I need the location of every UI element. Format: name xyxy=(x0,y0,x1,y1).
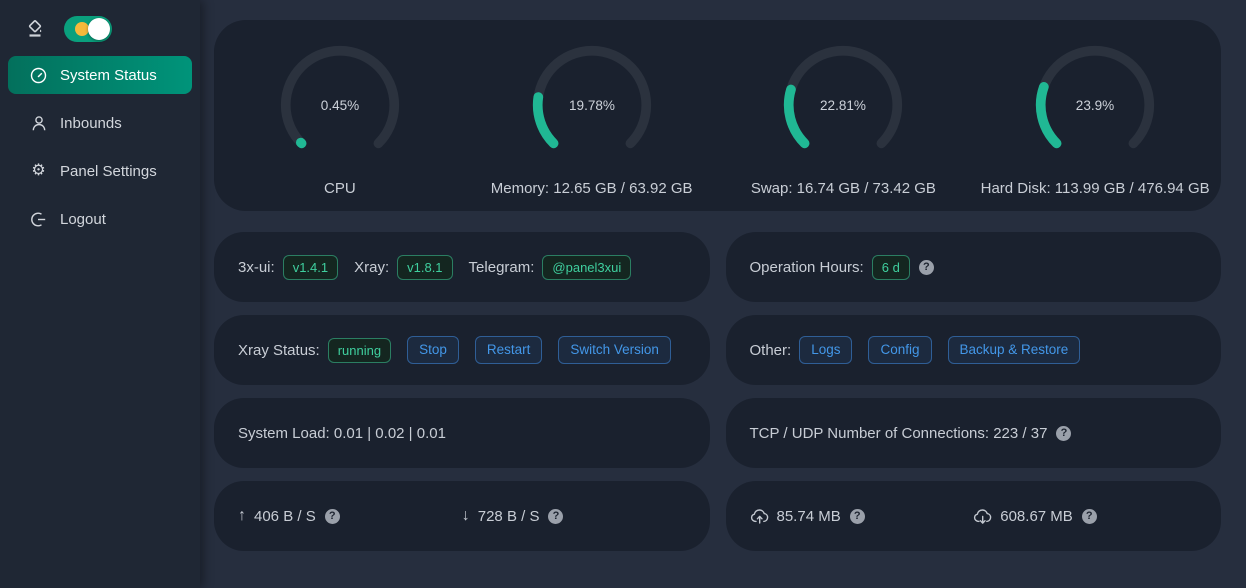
main-content: 0.45% CPU 19.78% Memory: 12.65 GB / 63.9… xyxy=(200,0,1246,588)
upload-speed: ↑ 406 B / S ? xyxy=(238,507,462,525)
help-icon[interactable]: ? xyxy=(548,508,564,524)
system-load-card: System Load: 0.01 | 0.02 | 0.01 xyxy=(214,398,710,468)
gauge-label: Hard Disk: 113.99 GB / 476.94 GB xyxy=(980,180,1210,197)
total-sent: 85.74 MB ? xyxy=(750,508,974,525)
sidebar-item-inbounds[interactable]: Inbounds xyxy=(8,104,192,142)
xray-status-label: Xray Status: xyxy=(238,341,320,359)
network-total-card: 85.74 MB ? 608.67 MB ? xyxy=(725,481,1221,551)
gauge-label: CPU xyxy=(324,180,356,197)
operation-hours-tag: 6 d xyxy=(871,254,910,280)
total-received: 608.67 MB ? xyxy=(973,508,1197,525)
config-button[interactable]: Config xyxy=(868,336,932,364)
versions-card: 3x-ui: v1.4.1 Xray: v1.8.1 Telegram: @pa… xyxy=(214,232,710,302)
gauge-memory: 19.78% Memory: 12.65 GB / 63.92 GB xyxy=(466,42,718,211)
help-icon[interactable]: ? xyxy=(324,508,340,524)
system-gauges-card: 0.45% CPU 19.78% Memory: 12.65 GB / 63.9… xyxy=(214,20,1221,211)
download-speed: ↓ 728 B / S ? xyxy=(462,507,686,525)
sidebar-item-panel-settings[interactable]: ⚙ Panel Settings xyxy=(8,152,192,190)
help-icon[interactable]: ? xyxy=(918,259,934,275)
dark-theme-toggle[interactable] xyxy=(64,16,112,42)
connections-card: TCP / UDP Number of Connections: 223 / 3… xyxy=(725,398,1221,468)
telegram-handle-tag[interactable]: @panel3xui xyxy=(542,254,632,280)
network-speed-card: ↑ 406 B / S ? ↓ 728 B / S ? xyxy=(214,481,710,551)
gauge-percent: 19.78% xyxy=(569,98,615,113)
info-grid: 3x-ui: v1.4.1 Xray: v1.8.1 Telegram: @pa… xyxy=(214,232,1221,551)
xray-status-tag: running xyxy=(327,337,392,363)
total-received-value: 608.67 MB xyxy=(1000,507,1073,525)
download-speed-value: 728 B / S xyxy=(477,507,540,525)
sidebar-item-logout[interactable]: Logout xyxy=(8,200,192,238)
stop-button[interactable]: Stop xyxy=(407,336,459,364)
theme-fill-icon xyxy=(26,20,44,38)
sidebar-nav: System Status Inbounds ⚙ Panel Settings xyxy=(0,56,200,238)
xui-version-tag: v1.4.1 xyxy=(282,254,339,280)
help-icon[interactable]: ? xyxy=(1081,508,1097,524)
gauge-label: Memory: 12.65 GB / 63.92 GB xyxy=(490,180,693,197)
sidebar-item-label: Inbounds xyxy=(60,114,122,132)
cloud-upload-icon xyxy=(750,508,769,524)
xui-version-label: 3x-ui: xyxy=(238,258,275,276)
sidebar-item-label: Panel Settings xyxy=(60,162,157,180)
xray-version-label: Xray: xyxy=(354,258,390,276)
telegram-label: Telegram: xyxy=(468,258,535,276)
toggle-sun-icon xyxy=(75,22,89,36)
sidebar-item-label: System Status xyxy=(60,66,157,84)
logout-icon xyxy=(30,211,47,228)
sidebar-item-label: Logout xyxy=(60,210,106,228)
total-sent-value: 85.74 MB xyxy=(776,507,841,525)
restart-button[interactable]: Restart xyxy=(474,336,543,364)
gauge-percent: 23.9% xyxy=(1076,98,1114,113)
gauge-label: Swap: 16.74 GB / 73.42 GB xyxy=(750,180,936,197)
help-icon[interactable]: ? xyxy=(1056,425,1072,441)
operation-hours-card: Operation Hours: 6 d ? xyxy=(725,232,1221,302)
operation-hours-label: Operation Hours: xyxy=(749,258,864,276)
upload-speed-value: 406 B / S xyxy=(254,507,316,525)
dashboard-icon xyxy=(30,67,47,84)
help-icon[interactable]: ? xyxy=(849,508,865,524)
sidebar: System Status Inbounds ⚙ Panel Settings xyxy=(0,0,200,588)
system-load-text: System Load: 0.01 | 0.02 | 0.01 xyxy=(238,424,446,442)
download-arrow-icon: ↓ xyxy=(461,507,470,524)
other-label: Other: xyxy=(749,341,792,359)
toggle-knob xyxy=(88,18,110,40)
cloud-download-icon xyxy=(973,508,992,524)
connections-text: TCP / UDP Number of Connections: 223 / 3… xyxy=(749,424,1048,442)
sidebar-item-system-status[interactable]: System Status xyxy=(8,56,192,94)
gauge-swap: 22.81% Swap: 16.74 GB / 73.42 GB xyxy=(718,42,970,211)
switch-version-button[interactable]: Switch Version xyxy=(558,336,671,364)
gear-icon: ⚙ xyxy=(31,162,46,179)
user-icon xyxy=(30,115,47,132)
gauge-percent: 22.81% xyxy=(820,98,866,113)
gauge-hard-disk: 23.9% Hard Disk: 113.99 GB / 476.94 GB xyxy=(969,42,1221,211)
upload-arrow-icon: ↑ xyxy=(238,507,246,524)
gauge-cpu: 0.45% CPU xyxy=(214,42,466,211)
other-actions-card: Other: Logs Config Backup & Restore xyxy=(725,315,1221,385)
backup-restore-button[interactable]: Backup & Restore xyxy=(947,336,1081,364)
sidebar-header xyxy=(0,14,200,56)
xray-version-tag: v1.8.1 xyxy=(397,254,453,280)
xray-status-card: Xray Status: running Stop Restart Switch… xyxy=(214,315,710,385)
logs-button[interactable]: Logs xyxy=(799,336,853,364)
gauge-percent: 0.45% xyxy=(321,98,359,113)
